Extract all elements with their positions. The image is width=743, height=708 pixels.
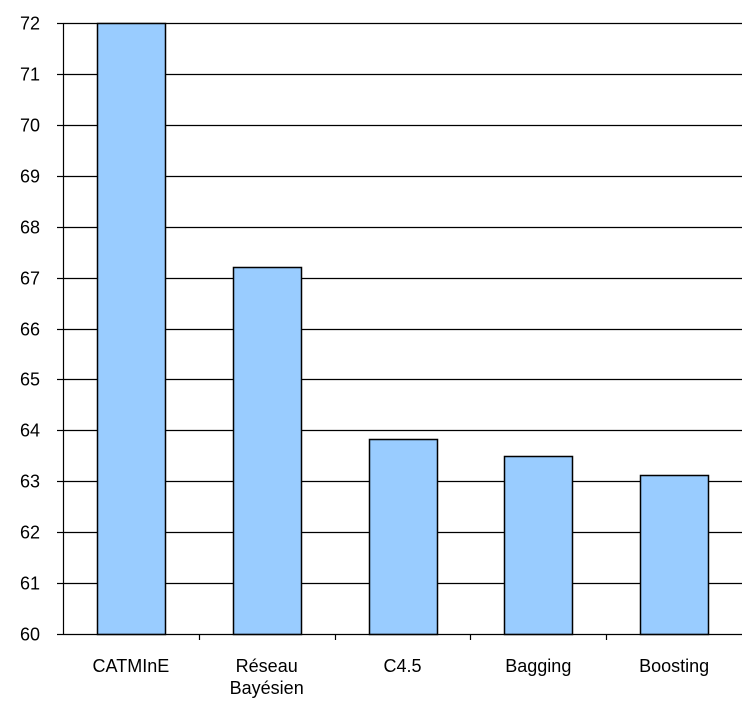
gridlines — [63, 22, 742, 585]
y-tick-label: 61 — [20, 574, 40, 594]
y-tick-label: 65 — [20, 370, 40, 390]
y-tick-label: 72 — [20, 14, 40, 34]
bars — [96, 22, 710, 636]
y-tick-label: 67 — [20, 269, 40, 289]
y-tick-label: 60 — [20, 625, 40, 645]
y-tick-label: 66 — [20, 320, 40, 340]
bar — [96, 22, 167, 636]
bar — [368, 438, 439, 636]
y-tick-label: 71 — [20, 65, 40, 85]
x-tick-label: Bagging — [505, 656, 571, 676]
y-tick-label: 64 — [20, 421, 40, 441]
x-tick-label: Boosting — [639, 656, 709, 676]
y-tick-label: 63 — [20, 472, 40, 492]
y-tick-label: 62 — [20, 523, 40, 543]
x-tick-label: Réseau — [236, 656, 298, 676]
y-tick-label: 69 — [20, 167, 40, 187]
axes — [57, 22, 742, 640]
bar — [232, 266, 303, 636]
bar — [639, 474, 710, 636]
bar — [503, 455, 574, 636]
y-tick-label: 70 — [20, 116, 40, 136]
x-tick-label: C4.5 — [383, 656, 421, 676]
y-tick-label: 68 — [20, 218, 40, 238]
y-tick-labels: 60 61 62 63 64 65 66 67 68 69 70 71 72 — [20, 14, 40, 645]
x-tick-label: Bayésien — [230, 678, 304, 698]
x-tick-label: CATMInE — [93, 656, 170, 676]
